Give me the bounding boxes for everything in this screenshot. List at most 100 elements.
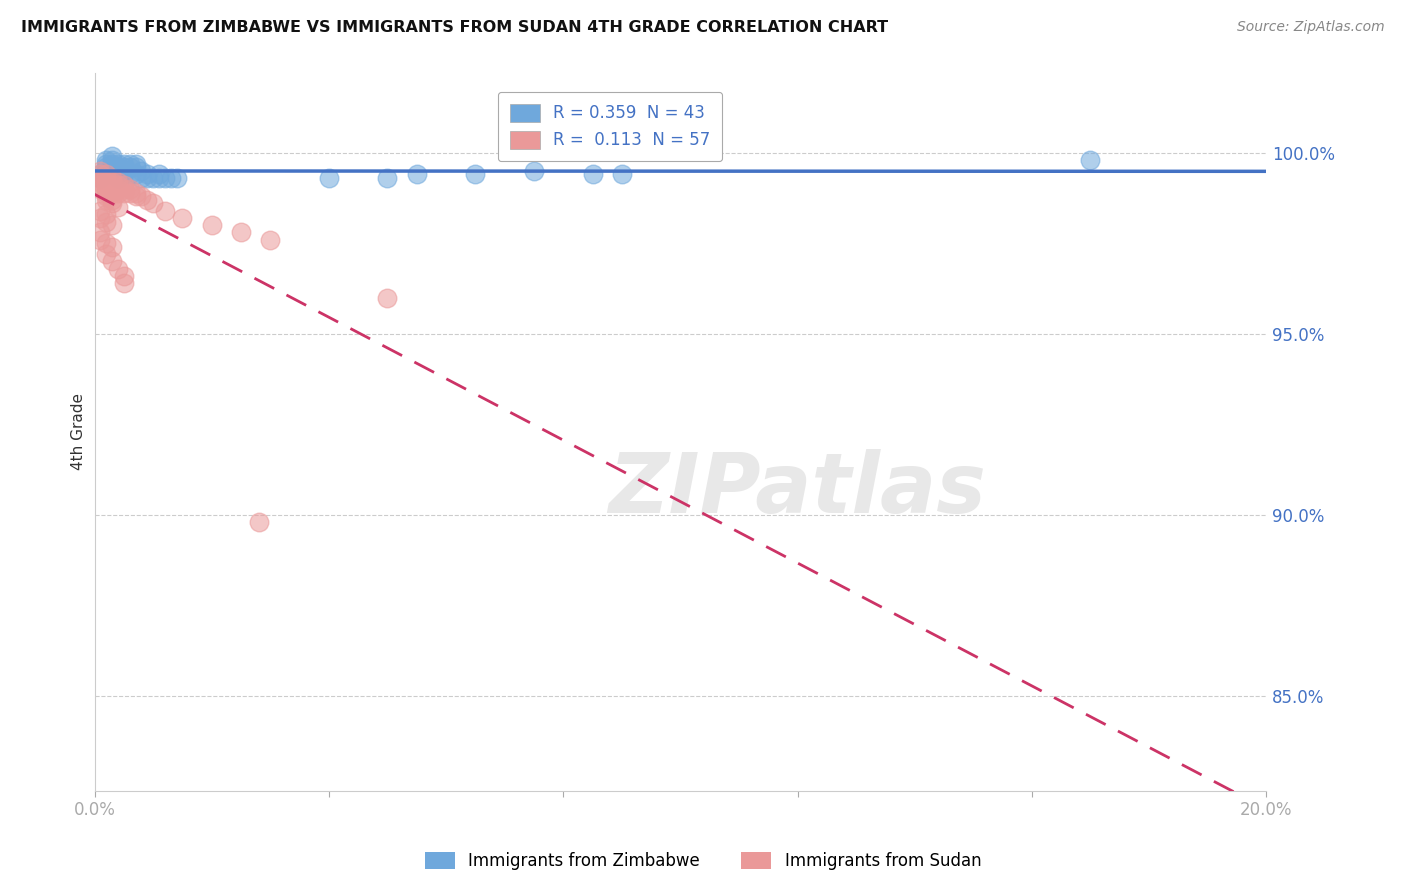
Point — [96, 168, 118, 182]
Point — [101, 182, 124, 196]
Point — [581, 168, 603, 182]
Point — [96, 214, 118, 228]
Point — [124, 156, 146, 170]
Point — [124, 186, 146, 200]
Point — [118, 156, 141, 170]
Point — [124, 160, 146, 174]
Point — [101, 175, 124, 189]
Point — [96, 168, 118, 182]
Point — [201, 218, 224, 232]
Point — [107, 182, 129, 196]
Point — [101, 240, 124, 254]
Point — [101, 196, 124, 211]
Point — [131, 171, 153, 186]
Point — [229, 226, 252, 240]
Point — [142, 196, 165, 211]
Point — [153, 171, 176, 186]
Point — [89, 182, 111, 196]
Point — [96, 247, 118, 261]
Point — [96, 189, 118, 203]
Point — [89, 171, 111, 186]
Point — [124, 189, 146, 203]
Point — [377, 171, 399, 186]
Point — [89, 168, 111, 182]
Point — [107, 164, 129, 178]
Point — [112, 268, 135, 283]
Point — [101, 149, 124, 163]
Point — [1080, 153, 1102, 167]
Point — [112, 182, 135, 196]
Point — [247, 516, 270, 530]
Point — [101, 164, 124, 178]
Point — [96, 175, 118, 189]
Point — [148, 171, 170, 186]
Point — [96, 153, 118, 167]
Point — [89, 168, 111, 182]
Point — [107, 160, 129, 174]
Point — [166, 171, 188, 186]
Point — [96, 178, 118, 193]
Point — [96, 156, 118, 170]
Point — [259, 233, 281, 247]
Point — [148, 168, 170, 182]
Point — [89, 171, 111, 186]
Point — [112, 164, 135, 178]
Legend: Immigrants from Zimbabwe, Immigrants from Sudan: Immigrants from Zimbabwe, Immigrants fro… — [418, 845, 988, 877]
Point — [118, 182, 141, 196]
Point — [89, 233, 111, 247]
Point — [107, 200, 129, 214]
Point — [464, 168, 486, 182]
Point — [112, 160, 135, 174]
Point — [112, 156, 135, 170]
Point — [153, 203, 176, 218]
Point — [107, 186, 129, 200]
Point — [101, 160, 124, 174]
Point — [112, 178, 135, 193]
Point — [107, 156, 129, 170]
Point — [89, 211, 111, 225]
Point — [159, 171, 181, 186]
Point — [96, 193, 118, 207]
Y-axis label: 4th Grade: 4th Grade — [72, 393, 86, 470]
Point — [101, 218, 124, 232]
Point — [101, 254, 124, 268]
Text: ZIPatlas: ZIPatlas — [609, 449, 987, 530]
Point — [89, 164, 111, 178]
Point — [89, 226, 111, 240]
Point — [101, 178, 124, 193]
Point — [101, 171, 124, 186]
Point — [172, 211, 194, 225]
Point — [118, 168, 141, 182]
Point — [101, 153, 124, 167]
Legend: R = 0.359  N = 43, R =  0.113  N = 57: R = 0.359 N = 43, R = 0.113 N = 57 — [498, 92, 723, 161]
Point — [89, 203, 111, 218]
Point — [405, 168, 427, 182]
Point — [89, 175, 111, 189]
Point — [112, 168, 135, 182]
Point — [96, 171, 118, 186]
Point — [131, 189, 153, 203]
Point — [101, 156, 124, 170]
Point — [377, 291, 399, 305]
Text: IMMIGRANTS FROM ZIMBABWE VS IMMIGRANTS FROM SUDAN 4TH GRADE CORRELATION CHART: IMMIGRANTS FROM ZIMBABWE VS IMMIGRANTS F… — [21, 20, 889, 35]
Point — [107, 175, 129, 189]
Point — [610, 168, 633, 182]
Point — [318, 171, 340, 186]
Point — [107, 261, 129, 276]
Point — [112, 276, 135, 290]
Point — [89, 178, 111, 193]
Point — [523, 164, 546, 178]
Point — [112, 186, 135, 200]
Point — [136, 171, 159, 186]
Point — [101, 193, 124, 207]
Point — [131, 164, 153, 178]
Point — [96, 186, 118, 200]
Point — [107, 171, 129, 186]
Point — [142, 171, 165, 186]
Point — [96, 182, 118, 196]
Point — [136, 193, 159, 207]
Point — [96, 236, 118, 251]
Point — [96, 160, 118, 174]
Point — [124, 168, 146, 182]
Point — [118, 160, 141, 174]
